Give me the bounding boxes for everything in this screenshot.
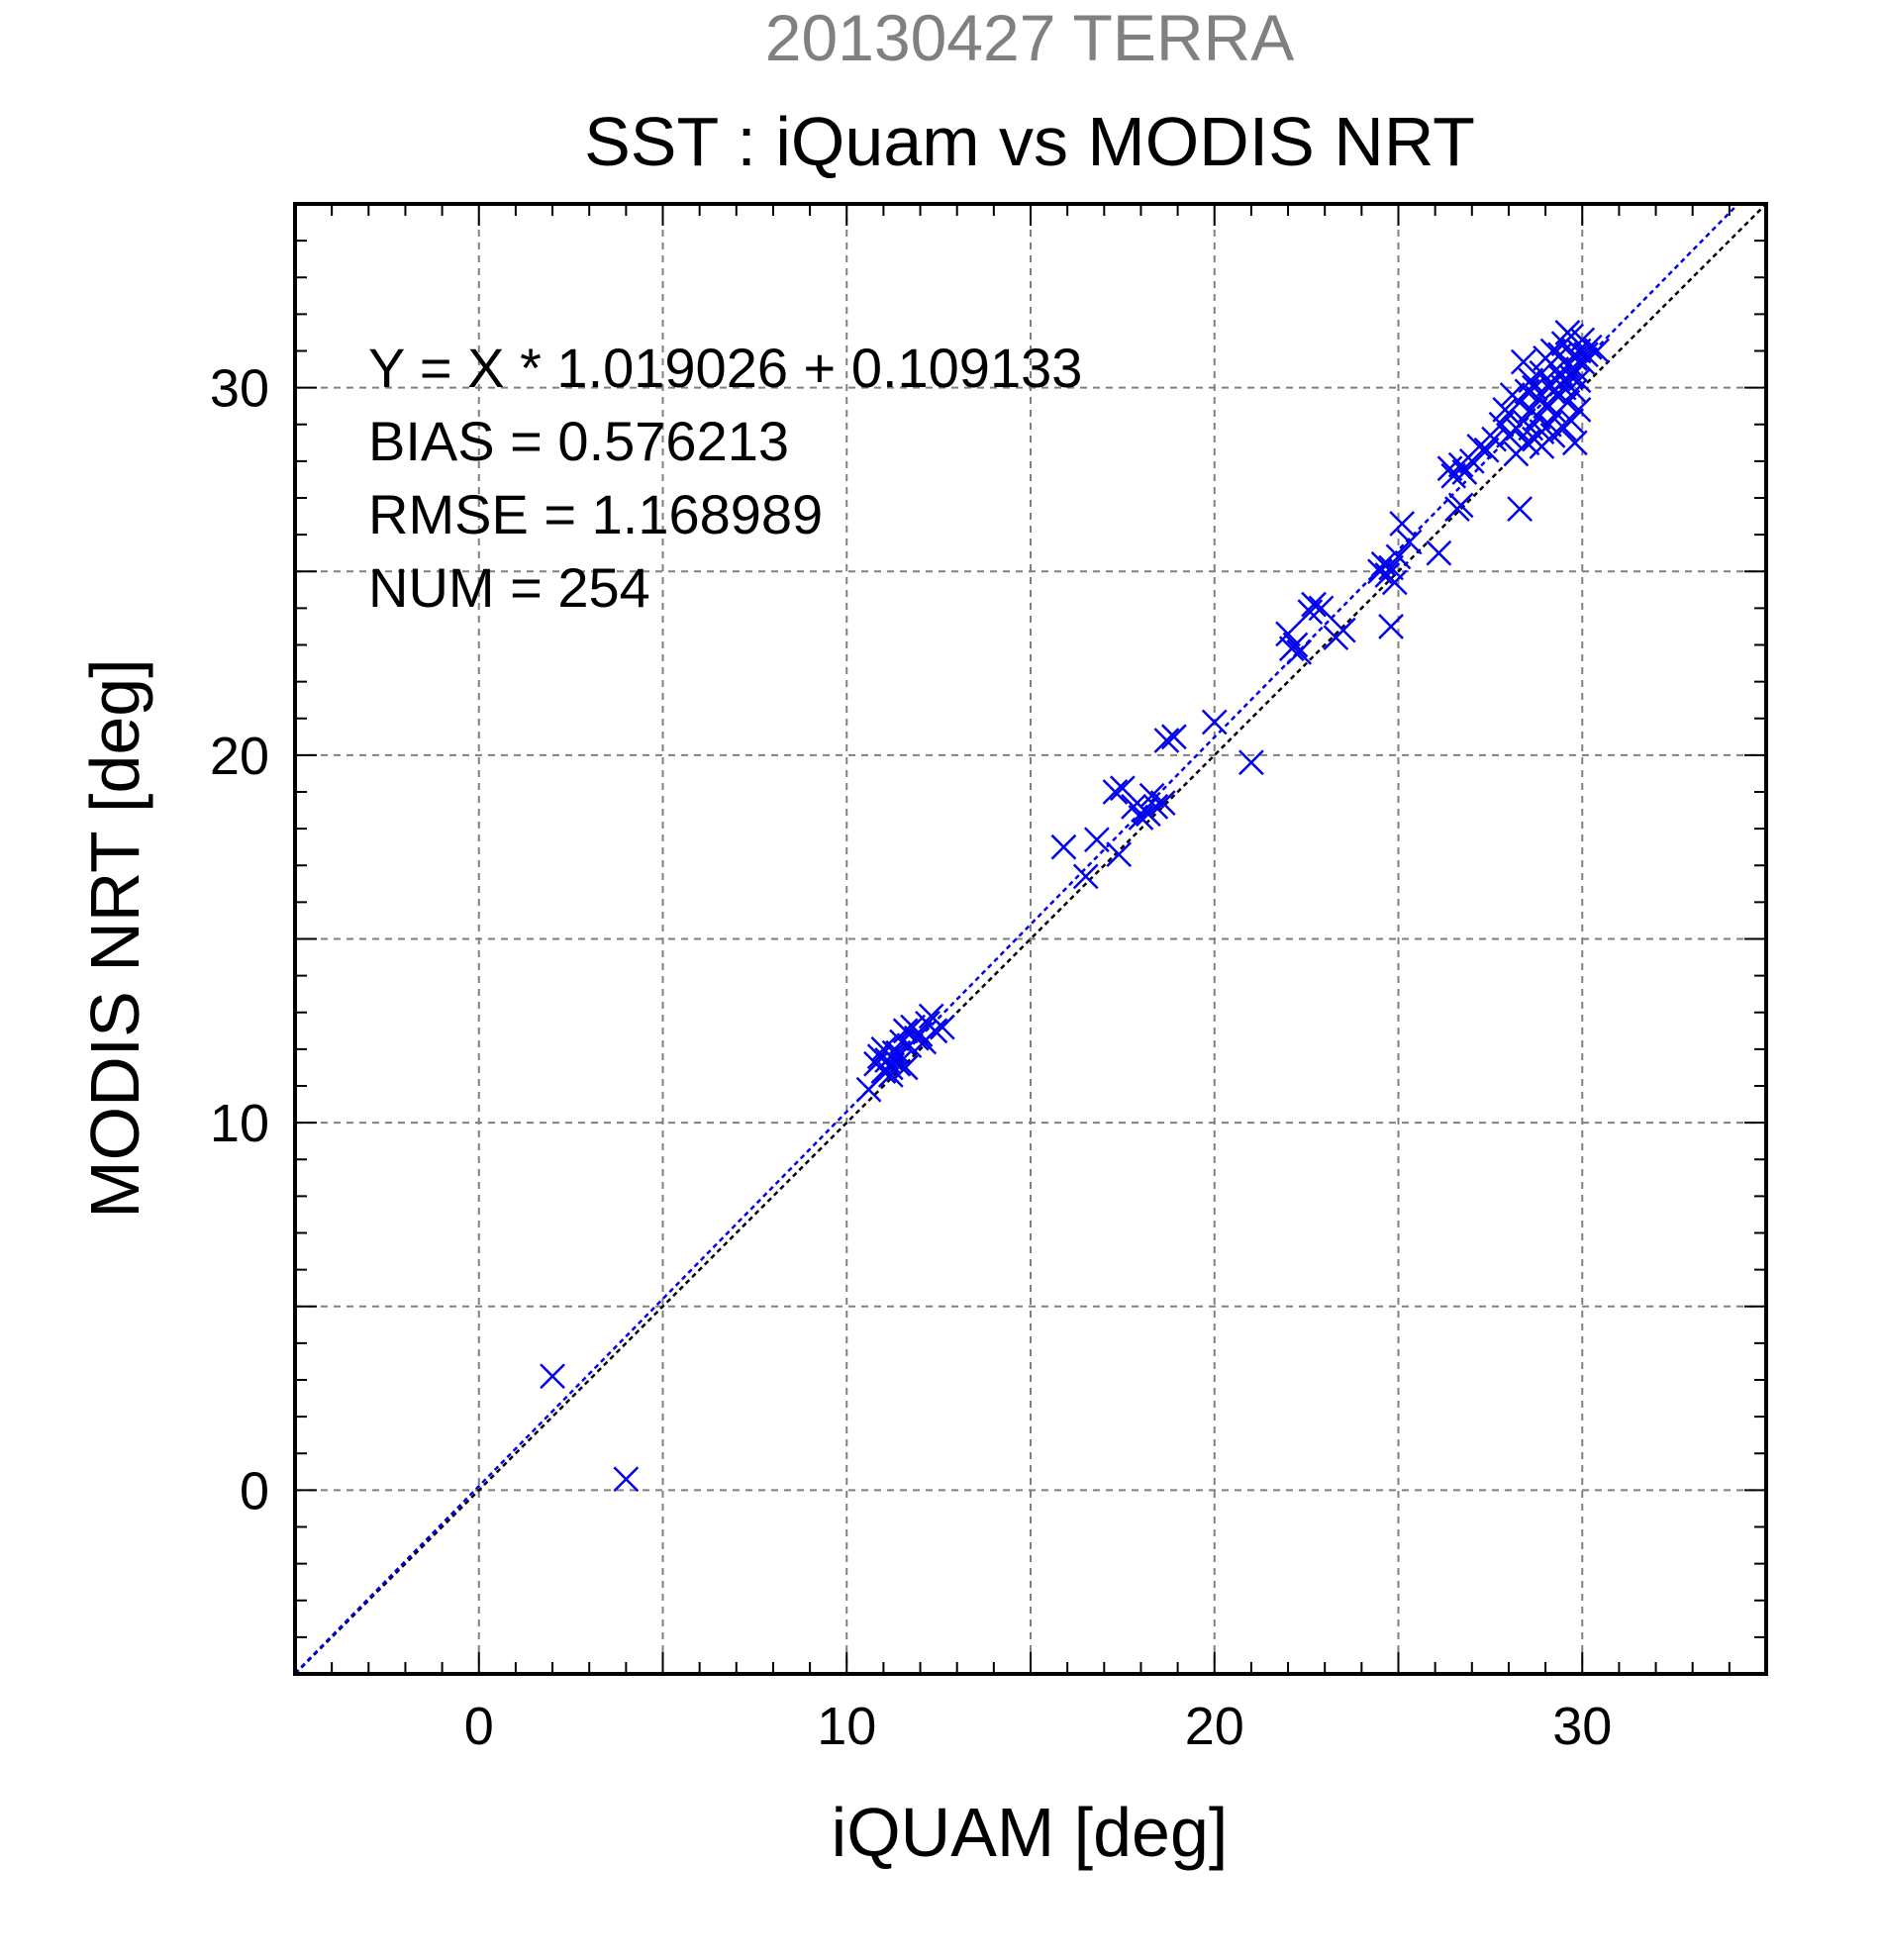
data-point (1106, 841, 1133, 867)
y-tick-label: 30 (210, 359, 269, 419)
data-point (1558, 408, 1584, 434)
data-point (1381, 569, 1408, 596)
x-tick-label: 10 (817, 1697, 876, 1756)
x-tick-label: 0 (464, 1697, 494, 1756)
data-point (1488, 411, 1515, 438)
data-point (1128, 805, 1154, 831)
data-point (1201, 709, 1228, 735)
x-axis-label: iQUAM [deg] (832, 1794, 1229, 1871)
data-point (1050, 833, 1077, 860)
data-point (1561, 430, 1588, 456)
data-point (1161, 724, 1187, 750)
data-point (1473, 437, 1500, 463)
data-point (1458, 447, 1485, 474)
regression-equation: Y = X * 1.019026 + 0.109133 (368, 337, 1082, 399)
data-point (1565, 397, 1592, 423)
data-point (1466, 434, 1493, 459)
data-point (1547, 363, 1573, 390)
data-point (1286, 639, 1313, 665)
data-point (1561, 356, 1588, 382)
plot-frame (293, 202, 1768, 1676)
data-point (885, 1039, 912, 1066)
data-point (1396, 529, 1423, 555)
data-point (540, 1363, 565, 1390)
data-point (855, 1076, 882, 1103)
bias-value: BIAS = 0.576213 (368, 410, 789, 472)
data-point (1389, 511, 1416, 537)
data-point (1447, 492, 1474, 519)
y-tick-label: 10 (210, 1094, 269, 1153)
data-point (1282, 632, 1309, 658)
data-point (907, 1022, 934, 1047)
data-point (892, 1054, 919, 1081)
data-point (1153, 728, 1180, 753)
data-point (1451, 459, 1478, 485)
data-point (1426, 539, 1452, 566)
rmse-value: RMSE = 1.168989 (368, 483, 823, 545)
data-points (540, 320, 1610, 1493)
chart-title: SST : iQuam vs MODIS NRT (584, 103, 1475, 180)
data-point (1576, 334, 1603, 360)
data-point (1102, 779, 1129, 805)
num-value: NUM = 254 (368, 556, 650, 619)
data-point (922, 1018, 948, 1044)
data-point (1072, 863, 1099, 890)
data-point (1378, 554, 1404, 581)
data-point (1584, 338, 1610, 364)
data-point (877, 1061, 904, 1088)
data-point (1518, 415, 1544, 441)
data-point (1301, 591, 1327, 618)
data-point (1529, 434, 1555, 459)
fit-line (294, 203, 1739, 1675)
data-point (613, 1466, 640, 1493)
data-point (1275, 621, 1301, 647)
data-point (1507, 496, 1533, 523)
data-point (1330, 617, 1356, 643)
data-point (1385, 543, 1412, 570)
data-point (1142, 793, 1169, 820)
x-tick-label: 30 (1552, 1697, 1612, 1756)
data-point (1149, 790, 1176, 817)
data-point (1238, 749, 1264, 776)
data-point (1510, 348, 1536, 375)
y-axis-label: MODIS NRT [deg] (76, 658, 153, 1218)
data-point (1514, 430, 1540, 456)
data-point (1378, 614, 1404, 639)
data-point (918, 1003, 944, 1029)
data-point (1308, 595, 1335, 622)
chart-supertitle: 20130427 TERRA (765, 1, 1294, 74)
data-point (1109, 775, 1136, 802)
data-point (1481, 426, 1507, 452)
data-point (892, 1018, 919, 1044)
data-point (1554, 320, 1581, 345)
tick-labels: 0 10 20 30 0 10 20 30 (210, 359, 1612, 1756)
y-tick-label: 20 (210, 727, 269, 786)
stats-annotation: Y = X * 1.019026 + 0.109133 BIAS = 0.576… (368, 337, 1082, 619)
data-point (1083, 827, 1110, 853)
y-tick-label: 0 (240, 1461, 269, 1520)
data-point (870, 1035, 897, 1062)
x-tick-label: 20 (1185, 1697, 1244, 1756)
